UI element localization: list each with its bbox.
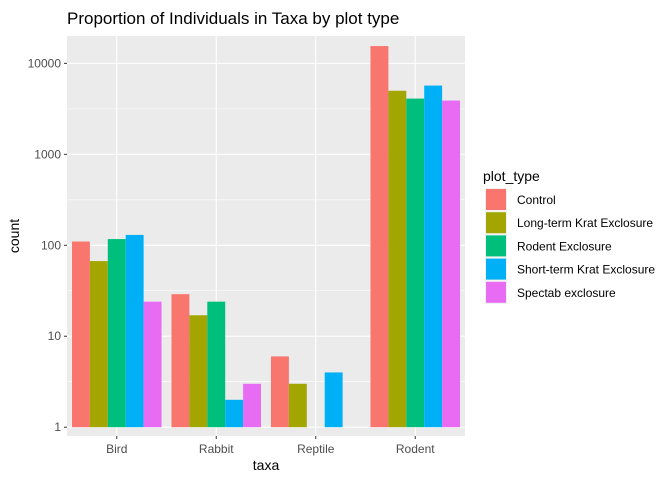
bar-rodent-4 — [442, 100, 461, 428]
bar-rabbit-0 — [171, 294, 190, 428]
bars — [71, 46, 461, 428]
y-tick-label: 100 — [41, 238, 61, 252]
legend-swatch — [486, 235, 506, 257]
x-tick-label-rodent: Rodent — [396, 442, 435, 456]
x-tick-label-rabbit: Rabbit — [199, 442, 234, 456]
bar-rabbit-4 — [243, 383, 262, 428]
bar-bird-4 — [143, 301, 162, 428]
y-axis-title: count — [6, 219, 22, 253]
legend-swatch — [486, 258, 506, 280]
bar-rabbit-2 — [207, 301, 226, 428]
legend-label: Rodent Exclosure — [517, 239, 612, 253]
x-axis: Bird Rabbit Reptile Rodent — [106, 436, 435, 456]
bar-rodent-1 — [388, 90, 407, 428]
legend-label: Short-term Krat Exclosure — [517, 263, 655, 277]
legend-swatch — [486, 212, 506, 234]
bar-rodent-3 — [424, 85, 443, 428]
y-tick-label: 10 — [48, 329, 62, 343]
bar-rodent-0 — [370, 46, 389, 428]
legend-title: plot_type — [483, 168, 540, 184]
legend-label: Control — [517, 193, 556, 207]
bar-reptile-0 — [270, 356, 289, 428]
bar-rabbit-3 — [225, 399, 244, 428]
bar-reptile-1 — [288, 383, 307, 428]
x-axis-title: taxa — [253, 457, 280, 473]
bar-reptile-3 — [324, 372, 343, 428]
legend-label: Spectab exclosure — [517, 286, 616, 300]
x-tick-label-reptile: Reptile — [297, 442, 335, 456]
y-tick-label: 1000 — [34, 147, 61, 161]
y-axis: 1 10 100 1000 10000 — [28, 56, 67, 434]
bar-rabbit-1 — [189, 315, 208, 428]
bar-rodent-2 — [406, 98, 425, 428]
bar-bird-1 — [89, 261, 108, 428]
bar-bird-3 — [125, 234, 144, 428]
legend-swatch — [486, 281, 506, 303]
legend-label: Long-term Krat Exclosure — [517, 216, 653, 230]
legend-swatch — [486, 189, 506, 210]
y-tick-label: 1 — [54, 420, 61, 434]
legend: plot_type Control Long-term Krat Exclosur… — [483, 168, 655, 304]
chart-title: Proportion of Individuals in Taxa by plo… — [67, 9, 399, 28]
bar-bird-0 — [71, 241, 90, 428]
x-tick-label-bird: Bird — [106, 442, 127, 456]
bar-bird-2 — [107, 239, 126, 428]
y-tick-label: 10000 — [28, 56, 62, 70]
